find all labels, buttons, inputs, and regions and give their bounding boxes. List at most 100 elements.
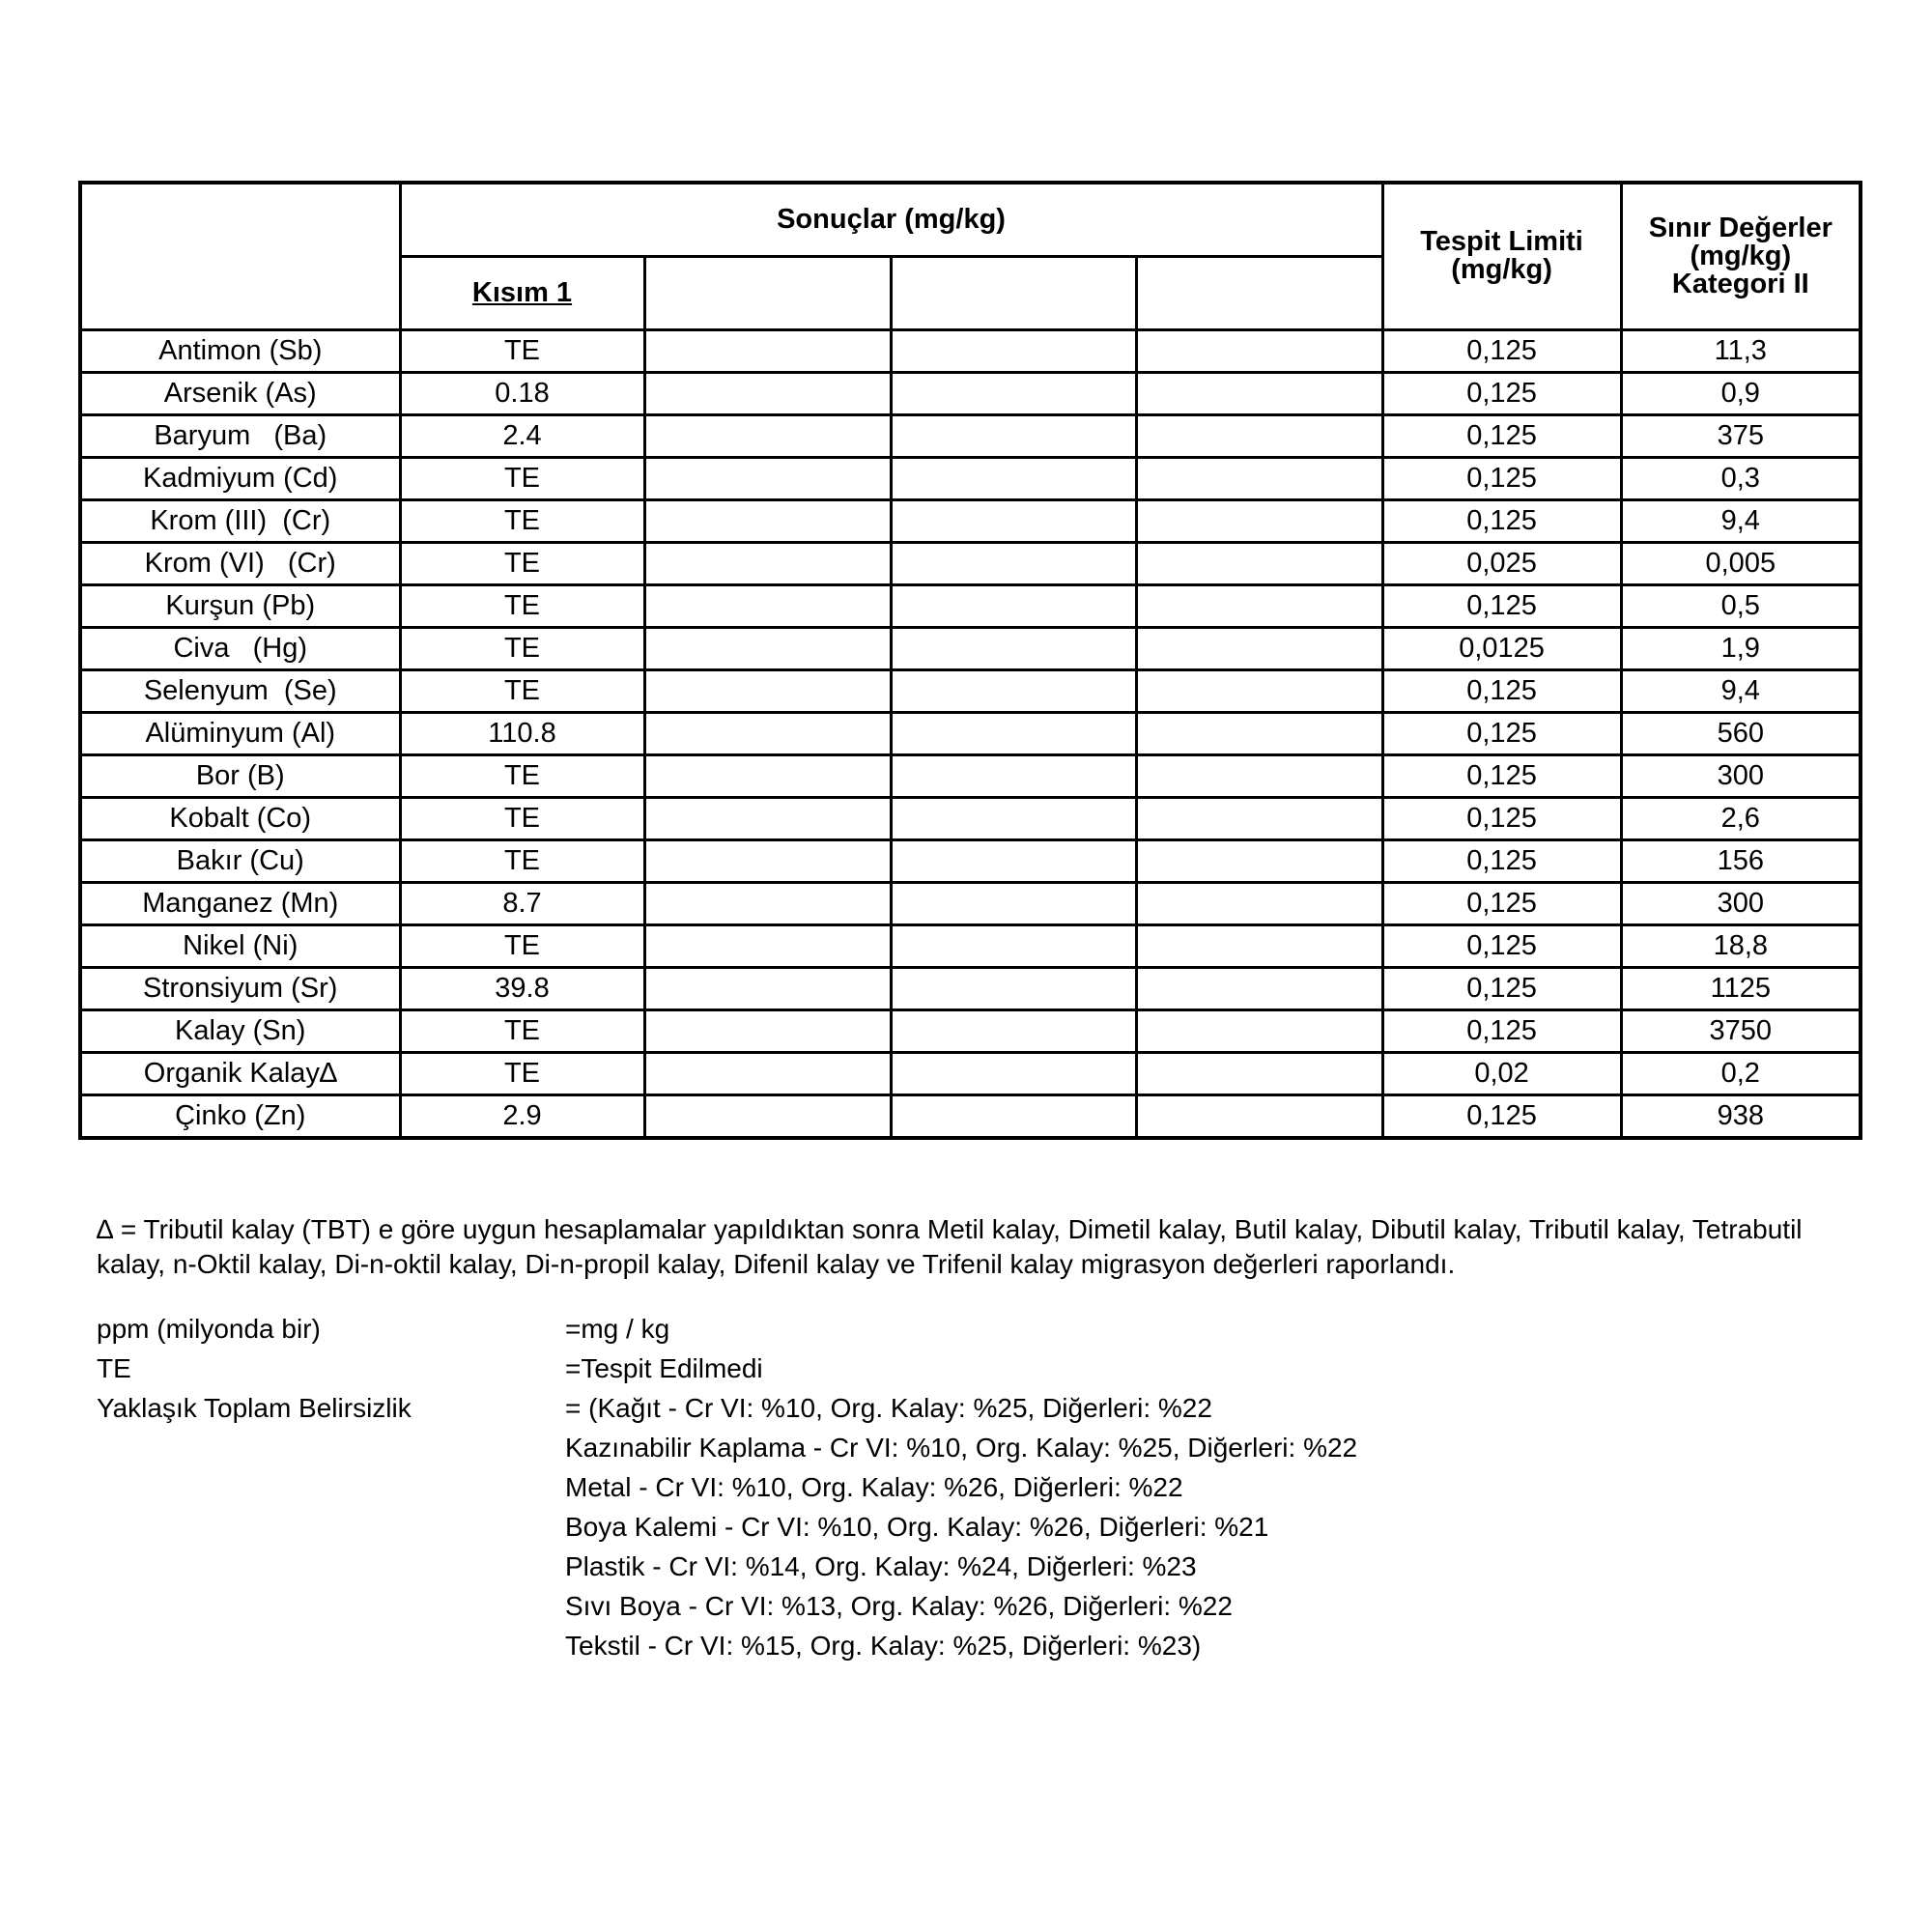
detection-limit-cell: 0,125 [1380,753,1623,799]
empty-cell [889,327,1138,374]
legend-row: ppm (milyonda bir) =mg / kg [97,1309,1357,1349]
detection-limit-cell: 0,125 [1380,923,1623,969]
limit-value-cell: 300 [1619,753,1862,799]
limit-value-cell: 0,5 [1619,582,1862,629]
result-cell: TE [398,497,646,544]
element-cell: Krom (III) (Cr) [78,497,402,544]
table-row: Krom (VI) (Cr) TE 0,025 0,005 [78,540,1862,586]
empty-cell [642,1008,893,1054]
empty-header [642,254,893,331]
empty-cell [642,455,893,501]
table-row: Selenyum (Se) TE 0,125 9,4 [78,668,1862,714]
result-cell: TE [398,582,646,629]
empty-cell [889,540,1138,586]
result-cell: TE [398,540,646,586]
element-cell: Bor (B) [78,753,402,799]
empty-cell [889,1050,1138,1096]
empty-cell [889,668,1138,714]
legend-row: Kazınabilir Kaplama - Cr VI: %10, Org. K… [97,1428,1357,1467]
table-row: Kurşun (Pb) TE 0,125 0,5 [78,582,1862,629]
table-row: Manganez (Mn) 8.7 0,125 300 [78,880,1862,926]
result-cell: TE [398,795,646,841]
table-row: Kobalt (Co) TE 0,125 2,6 [78,795,1862,841]
legend-value: Metal - Cr VI: %10, Org. Kalay: %26, Diğ… [565,1471,1183,1502]
empty-cell [642,880,893,926]
result-cell: TE [398,923,646,969]
legend-row: Tekstil - Cr VI: %15, Org. Kalay: %25, D… [97,1626,1357,1665]
detection-limit-cell: 0,125 [1380,838,1623,884]
table-row: Alüminyum (Al) 110.8 0,125 560 [78,710,1862,756]
element-cell: Antimon (Sb) [78,327,402,374]
element-cell: Kurşun (Pb) [78,582,402,629]
detection-limit-cell: 0,0125 [1380,625,1623,671]
result-cell: TE [398,668,646,714]
legend-key: ppm (milyonda bir) [97,1313,321,1344]
result-cell: 0.18 [398,370,646,416]
empty-cell [642,1050,893,1096]
empty-cell [642,327,893,374]
table-row: Bakır (Cu) TE 0,125 156 [78,838,1862,884]
empty-cell [889,965,1138,1011]
detection-limit-cell: 0,125 [1380,668,1623,714]
legend: ppm (milyonda bir) =mg / kg TE =Tespit Edil… [97,1309,1357,1665]
empty-cell [642,412,893,459]
table-row: Kalay (Sn) TE 0,125 3750 [78,1008,1862,1054]
empty-cell [1134,625,1384,671]
empty-cell [642,710,893,756]
limit-value-cell: 0,005 [1619,540,1862,586]
empty-cell [1134,923,1384,969]
empty-cell [642,795,893,841]
results-header: Sonuçlar (mg/kg) [398,181,1384,258]
limit-value-cell: 0,9 [1619,370,1862,416]
limit-value-cell: 560 [1619,710,1862,756]
result-cell: 110.8 [398,710,646,756]
empty-cell [1134,1093,1384,1139]
empty-cell [889,753,1138,799]
element-cell: Arsenik (As) [78,370,402,416]
element-cell: Organik Kalay∆ [78,1050,402,1096]
result-cell: 2.9 [398,1093,646,1139]
result-cell: TE [398,1050,646,1096]
table-row: Antimon (Sb) TE 0,125 11,3 [78,327,1862,374]
result-cell: 2.4 [398,412,646,459]
element-cell: Kadmiyum (Cd) [78,455,402,501]
detection-limit-cell: 0,125 [1380,455,1623,501]
empty-cell [642,753,893,799]
limit-value-cell: 0,2 [1619,1050,1862,1096]
limit-values-header: Sınır Değerler (mg/kg) Kategori II [1619,181,1862,331]
empty-cell [889,795,1138,841]
legend-value: =Tespit Edilmedi [565,1352,763,1383]
empty-cell [889,582,1138,629]
table-row: Stronsiyum (Sr) 39.8 0,125 1125 [78,965,1862,1011]
element-cell: Manganez (Mn) [78,880,402,926]
limit-value-cell: 156 [1619,838,1862,884]
legend-value: Plastik - Cr VI: %14, Org. Kalay: %24, D… [565,1550,1197,1581]
detection-limit-cell: 0,125 [1380,370,1623,416]
empty-cell [889,923,1138,969]
table-row: Krom (III) (Cr) TE 0,125 9,4 [78,497,1862,544]
detection-limit-cell: 0,125 [1380,1008,1623,1054]
empty-cell [642,965,893,1011]
legend-value: =mg / kg [565,1313,670,1344]
detection-limit-cell: 0,125 [1380,582,1623,629]
empty-cell [889,1008,1138,1054]
legend-row: Plastik - Cr VI: %14, Org. Kalay: %24, D… [97,1547,1357,1586]
empty-cell [1134,880,1384,926]
limit-value-cell: 938 [1619,1093,1862,1139]
element-cell: Kalay (Sn) [78,1008,402,1054]
legend-value: Tekstil - Cr VI: %15, Org. Kalay: %25, D… [565,1630,1202,1661]
empty-cell [889,497,1138,544]
limit-value-cell: 1,9 [1619,625,1862,671]
empty-cell [1134,965,1384,1011]
legend-value: Kazınabilir Kaplama - Cr VI: %10, Org. K… [565,1432,1358,1463]
empty-cell [1134,1050,1384,1096]
result-cell: 8.7 [398,880,646,926]
legend-row: Boya Kalemi - Cr VI: %10, Org. Kalay: %2… [97,1507,1357,1547]
detection-limit-cell: 0,02 [1380,1050,1623,1096]
table-row: Kadmiyum (Cd) TE 0,125 0,3 [78,455,1862,501]
limit-value-cell: 375 [1619,412,1862,459]
legend-value: Sıvı Boya - Cr VI: %13, Org. Kalay: %26,… [565,1590,1233,1621]
element-cell: Selenyum (Se) [78,668,402,714]
detection-limit-cell: 0,125 [1380,795,1623,841]
limit-value-cell: 300 [1619,880,1862,926]
